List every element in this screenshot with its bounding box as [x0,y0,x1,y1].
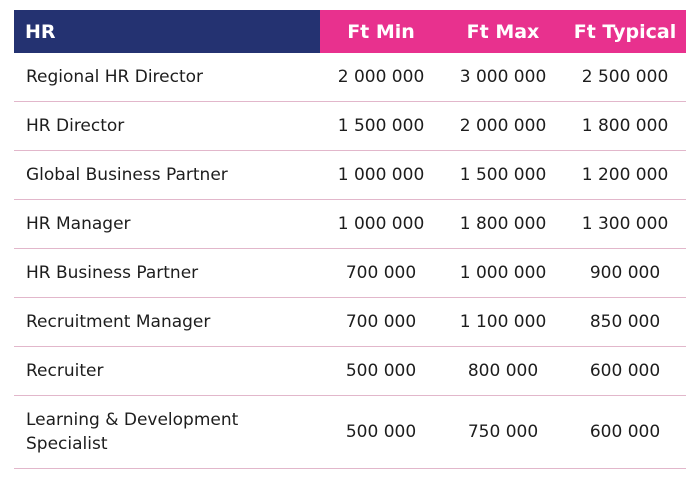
max-cell: 1 500 000 [442,150,564,200]
salary-table: HR Ft Min Ft Max Ft Typical Regional HR … [14,10,686,469]
min-cell: 1 000 000 [320,150,442,200]
typical-cell: 1 800 000 [564,101,686,151]
max-cell: 1 100 000 [442,297,564,347]
table-row: Recruiter 500 000 800 000 600 000 [14,346,686,396]
header-hr: HR [14,10,320,53]
min-cell: 1 500 000 [320,101,442,151]
typical-cell: 1 200 000 [564,150,686,200]
typical-cell: 900 000 [564,248,686,298]
role-cell: HR Director [14,101,320,151]
table-row: HR Director 1 500 000 2 000 000 1 800 00… [14,101,686,151]
header-ft-max: Ft Max [442,10,564,53]
role-cell: HR Manager [14,199,320,249]
role-cell: Regional HR Director [14,53,320,102]
min-cell: 2 000 000 [320,53,442,102]
typical-cell: 850 000 [564,297,686,347]
table-row: Global Business Partner 1 000 000 1 500 … [14,150,686,200]
min-cell: 700 000 [320,297,442,347]
header-row: HR Ft Min Ft Max Ft Typical [14,10,686,53]
role-cell: Recruiter [14,346,320,396]
role-cell: Recruitment Manager [14,297,320,347]
table-row: HR Manager 1 000 000 1 800 000 1 300 000 [14,199,686,249]
typical-cell: 2 500 000 [564,53,686,102]
max-cell: 1 000 000 [442,248,564,298]
max-cell: 3 000 000 [442,53,564,102]
table-row: HR Business Partner 700 000 1 000 000 90… [14,248,686,298]
typical-cell: 1 300 000 [564,199,686,249]
typical-cell: 600 000 [564,346,686,396]
min-cell: 700 000 [320,248,442,298]
typical-cell: 600 000 [564,395,686,469]
max-cell: 2 000 000 [442,101,564,151]
role-cell: Global Business Partner [14,150,320,200]
table-row: Recruitment Manager 700 000 1 100 000 85… [14,297,686,347]
min-cell: 500 000 [320,395,442,469]
min-cell: 1 000 000 [320,199,442,249]
min-cell: 500 000 [320,346,442,396]
max-cell: 750 000 [442,395,564,469]
table-row: Regional HR Director 2 000 000 3 000 000… [14,53,686,102]
header-ft-typical: Ft Typical [564,10,686,53]
table-row: Learning & Development Specialist 500 00… [14,395,686,469]
header-ft-min: Ft Min [320,10,442,53]
max-cell: 800 000 [442,346,564,396]
role-cell: HR Business Partner [14,248,320,298]
role-cell: Learning & Development Specialist [14,395,320,469]
max-cell: 1 800 000 [442,199,564,249]
